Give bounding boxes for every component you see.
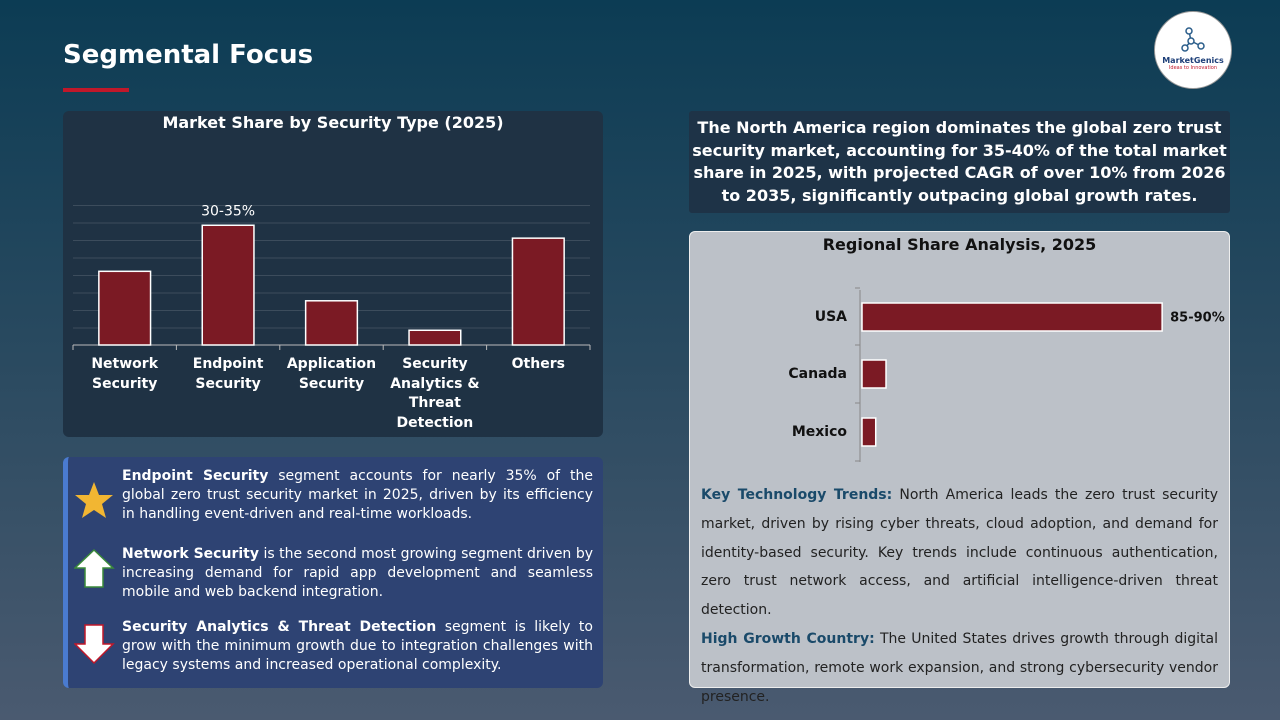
highlight-bold: Network Security [122, 546, 259, 562]
bar [201, 224, 255, 346]
highlight: Endpoint Security segment accounts for n… [122, 467, 593, 524]
title-underline [63, 88, 129, 92]
chart-title: Market Share by Security Type (2025) [162, 113, 504, 132]
bar [861, 302, 1163, 332]
x-tick-label: Network Security [91, 356, 159, 392]
trends: Key Technology Trends: North America lea… [701, 481, 1218, 711]
down-arrow-icon [74, 624, 115, 665]
logo-name: MarketGenics [1162, 56, 1224, 65]
bar [408, 329, 462, 346]
trend-text: The United States drives growth through … [701, 630, 1218, 705]
up-arrow-icon [74, 548, 115, 588]
x-tick-label: Security Analytics & Threat Detection [390, 356, 480, 431]
highlight-text: segment is likely to grow with the minim… [122, 619, 593, 673]
highlight-bold: Security Analytics & Threat Detection [122, 619, 437, 635]
value-label: 85-90% [1170, 311, 1225, 326]
summary-text: The North America region dominates the g… [692, 118, 1227, 205]
logo-icon [1181, 27, 1205, 52]
highlight: Network Security is the second most grow… [122, 545, 593, 602]
y-tick-label: Canada [788, 366, 847, 382]
y-tick-label: USA [815, 309, 847, 325]
logo: MarketGenics Ideas to Innovation [1154, 11, 1232, 89]
bar [304, 300, 359, 346]
trend-text: North America leads the zero trust secur… [701, 487, 1218, 619]
highlight-text: segment accounts for nearly 35% of the g… [122, 468, 593, 522]
trend-paragraph: Key Technology Trends: North America lea… [701, 481, 1218, 625]
bar [98, 270, 152, 346]
x-tick-label: Others [511, 356, 565, 372]
value-label: 30-35% [201, 203, 255, 219]
highlight: Security Analytics & Threat Detection se… [122, 618, 593, 675]
logo-tagline: Ideas to Innovation [1168, 65, 1218, 71]
bar [511, 237, 565, 346]
x-tick-label: Endpoint Security [192, 356, 264, 392]
chart-title: Regional Share Analysis, 2025 [822, 235, 1097, 254]
trend-paragraph: High Growth Country: The United States d… [701, 625, 1218, 711]
highlight-bold: Endpoint Security [122, 468, 269, 484]
trend-label: Key Technology Trends: [701, 487, 893, 503]
trend-label: High Growth Country: [701, 630, 875, 647]
highlight-icons [74, 482, 115, 665]
bar [861, 359, 887, 389]
summary-box [689, 111, 1230, 213]
slide-title: Segmental Focus [63, 40, 314, 70]
star-icon [75, 482, 113, 518]
bar [861, 417, 877, 447]
y-tick-label: Mexico [792, 424, 848, 440]
x-tick-label: Application Security [286, 356, 377, 392]
highlights-panel [63, 457, 603, 688]
highlight-text: is the second most growing segment drive… [122, 546, 593, 600]
